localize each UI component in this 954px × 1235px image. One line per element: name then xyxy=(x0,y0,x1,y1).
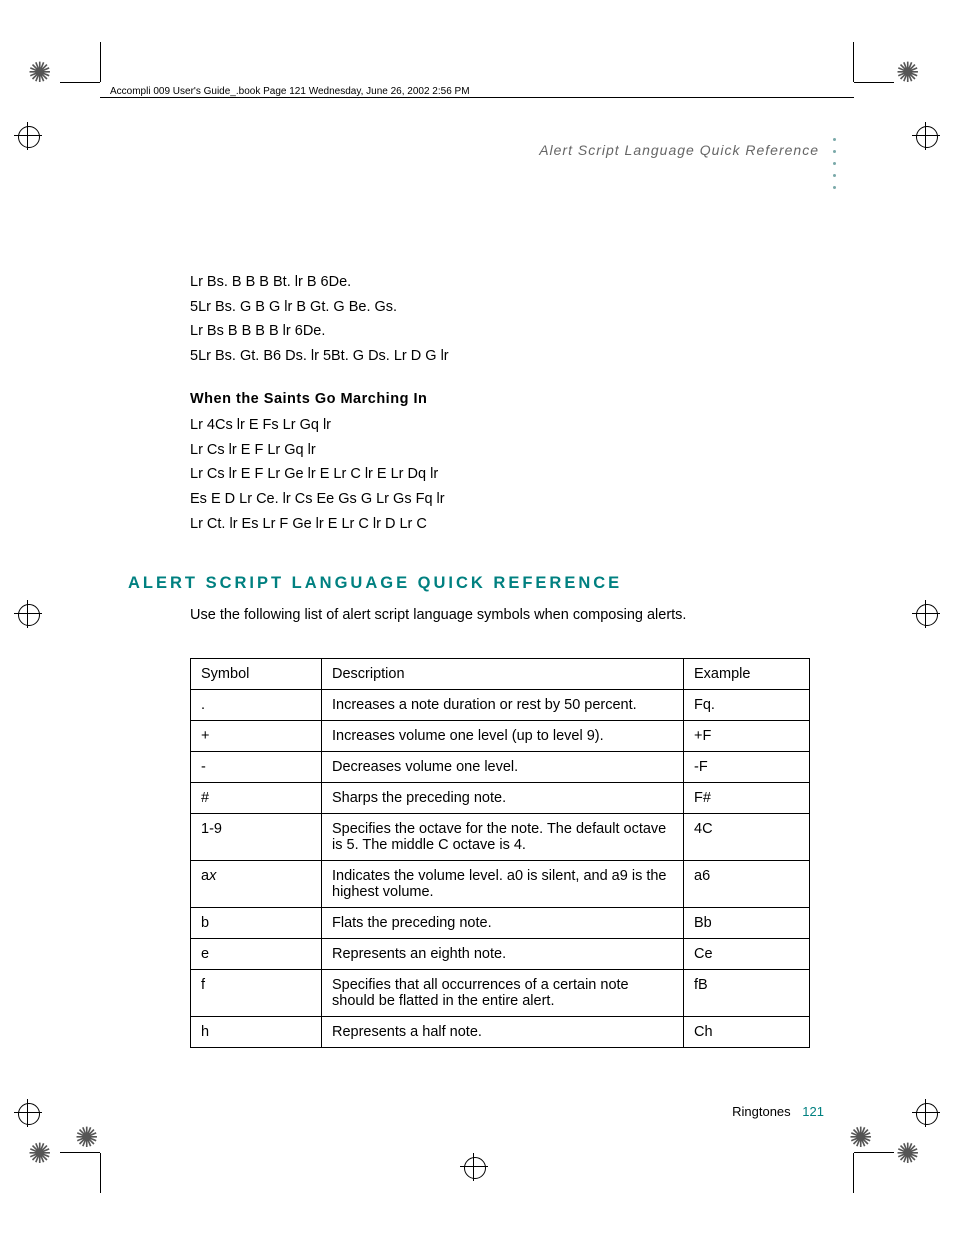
table-header-row: Symbol Description Example xyxy=(191,659,810,690)
symbol-cell: f xyxy=(191,970,322,1017)
starburst-icon xyxy=(896,1143,926,1173)
example-cell: Ce xyxy=(684,939,810,970)
crop-line xyxy=(60,82,100,83)
code-line: Lr Ct. lr Es Lr F Ge lr E Lr C lr D Lr C xyxy=(190,512,824,537)
registration-mark-icon xyxy=(14,600,42,628)
example-cell: fB xyxy=(684,970,810,1017)
table-row: fSpecifies that all occurrences of a cer… xyxy=(191,970,810,1017)
example-cell: a6 xyxy=(684,861,810,908)
description-cell: Indicates the volume level. a0 is silent… xyxy=(322,861,684,908)
table-row: hRepresents a half note.Ch xyxy=(191,1017,810,1048)
code-line: Lr 4Cs lr E Fs Lr Gq lr xyxy=(190,413,824,438)
code-line: 5Lr Bs. G B G lr B Gt. G Be. Gs. xyxy=(190,295,824,320)
table-row: axIndicates the volume level. a0 is sile… xyxy=(191,861,810,908)
table-row: +Increases volume one level (up to level… xyxy=(191,721,810,752)
crop-line xyxy=(854,82,894,83)
crop-line xyxy=(853,42,854,82)
table-row: 1-9Specifies the octave for the note. Th… xyxy=(191,814,810,861)
table-row: .Increases a note duration or rest by 50… xyxy=(191,690,810,721)
footer-label: Ringtones xyxy=(732,1104,791,1119)
song-title: When the Saints Go Marching In xyxy=(190,387,824,412)
table-header: Symbol xyxy=(191,659,322,690)
example-cell: F# xyxy=(684,783,810,814)
starburst-icon xyxy=(75,1127,105,1157)
example-cell: +F xyxy=(684,721,810,752)
description-cell: Specifies the octave for the note. The d… xyxy=(322,814,684,861)
registration-mark-icon xyxy=(14,122,42,150)
description-cell: Decreases volume one level. xyxy=(322,752,684,783)
table-row: -Decreases volume one level.-F xyxy=(191,752,810,783)
symbol-table: Symbol Description Example .Increases a … xyxy=(190,658,810,1048)
table-header: Description xyxy=(322,659,684,690)
crop-line xyxy=(100,42,101,82)
registration-mark-icon xyxy=(912,1099,940,1127)
code-line: Lr Bs B B B B lr 6De. xyxy=(190,319,824,344)
body-content: Lr Bs. B B B Bt. lr B 6De. 5Lr Bs. G B G… xyxy=(190,270,824,536)
description-cell: Increases volume one level (up to level … xyxy=(322,721,684,752)
symbol-cell: h xyxy=(191,1017,322,1048)
registration-mark-icon xyxy=(912,122,940,150)
code-line: Lr Bs. B B B Bt. lr B 6De. xyxy=(190,270,824,295)
code-line: Es E D Lr Ce. lr Cs Ee Gs G Lr Gs Fq lr xyxy=(190,487,824,512)
description-cell: Specifies that all occurrences of a cert… xyxy=(322,970,684,1017)
table-row: eRepresents an eighth note.Ce xyxy=(191,939,810,970)
description-cell: Sharps the preceding note. xyxy=(322,783,684,814)
symbol-cell: 1-9 xyxy=(191,814,322,861)
symbol-cell: e xyxy=(191,939,322,970)
symbol-cell: b xyxy=(191,908,322,939)
running-head-rule xyxy=(100,97,854,98)
description-cell: Represents an eighth note. xyxy=(322,939,684,970)
table-row: bFlats the preceding note.Bb xyxy=(191,908,810,939)
code-line: Lr Cs lr E F Lr Gq lr xyxy=(190,438,824,463)
starburst-icon xyxy=(28,62,58,92)
description-cell: Increases a note duration or rest by 50 … xyxy=(322,690,684,721)
page-footer: Ringtones 121 xyxy=(732,1104,824,1119)
table-header: Example xyxy=(684,659,810,690)
table-row: #Sharps the preceding note.F# xyxy=(191,783,810,814)
header-dots-icon xyxy=(833,138,836,189)
crop-line xyxy=(853,1153,854,1193)
section-heading: ALERT SCRIPT LANGUAGE QUICK REFERENCE xyxy=(128,574,622,593)
description-cell: Flats the preceding note. xyxy=(322,908,684,939)
example-cell: 4C xyxy=(684,814,810,861)
page-number: 121 xyxy=(802,1104,824,1119)
symbol-cell: - xyxy=(191,752,322,783)
page-header: Alert Script Language Quick Reference xyxy=(539,142,819,158)
example-cell: Ch xyxy=(684,1017,810,1048)
symbol-cell: # xyxy=(191,783,322,814)
code-line: Lr Cs lr E F Lr Ge lr E Lr C lr E Lr Dq … xyxy=(190,462,824,487)
description-cell: Represents a half note. xyxy=(322,1017,684,1048)
example-cell: Bb xyxy=(684,908,810,939)
symbol-cell: ax xyxy=(191,861,322,908)
registration-mark-icon xyxy=(14,1099,42,1127)
intro-text: Use the following list of alert script l… xyxy=(190,607,686,623)
starburst-icon xyxy=(28,1143,58,1173)
symbol-cell: + xyxy=(191,721,322,752)
symbol-cell: . xyxy=(191,690,322,721)
starburst-icon xyxy=(896,62,926,92)
crop-line xyxy=(100,1153,101,1193)
registration-mark-icon xyxy=(460,1153,488,1181)
code-line: 5Lr Bs. Gt. B6 Ds. lr 5Bt. G Ds. Lr D G … xyxy=(190,344,824,369)
starburst-icon xyxy=(849,1127,879,1157)
registration-mark-icon xyxy=(912,600,940,628)
example-cell: -F xyxy=(684,752,810,783)
example-cell: Fq. xyxy=(684,690,810,721)
running-head: Accompli 009 User's Guide_.book Page 121… xyxy=(110,86,470,97)
